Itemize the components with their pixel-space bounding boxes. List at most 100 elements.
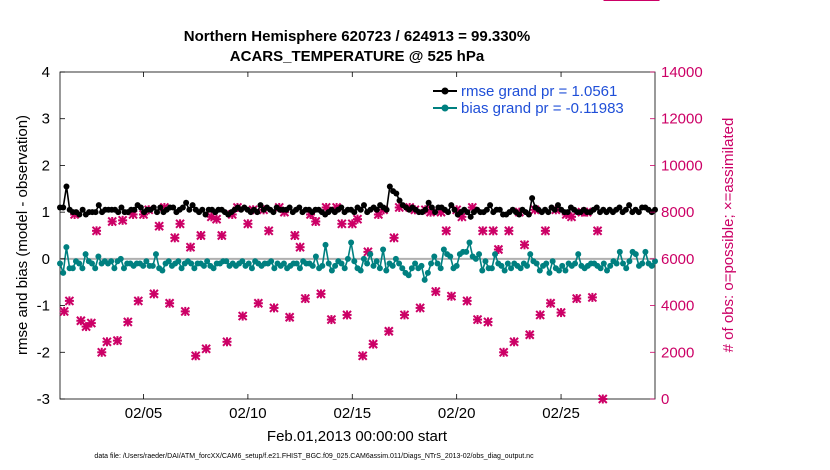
rmse-point [351,209,358,216]
bias-point [476,251,483,258]
obs-count-point [64,296,75,306]
obs-count-point [102,337,112,347]
bias-point [648,262,655,269]
obs-count-point [237,311,248,321]
y-tick-label: -3 [37,391,50,408]
obs-count-point [211,214,222,224]
bias-point [517,265,524,272]
rmse-point [451,206,458,213]
obs-count-point [180,306,190,317]
y-tick-label: 1 [42,204,50,221]
bias-point [639,260,646,267]
bias-point [210,265,217,272]
obs-count-point [97,347,107,357]
bias-point [600,260,607,267]
bias-point [463,248,470,255]
rmse-point [525,211,532,218]
obs-count-point [217,230,227,241]
bias-point [504,260,511,267]
bias-point [325,260,332,267]
obs-count-point [347,219,357,229]
obs-count-point [509,337,519,347]
rmse-point [425,199,432,206]
bias-point [191,265,198,272]
bias-point [328,267,335,274]
rmse-point [154,209,161,216]
bias-point [120,265,127,272]
axis-ticks: -3 -2 -1 0 1 2 3 4 0 2000 4000 6000 8000 10000 12000 14… [37,64,703,422]
bias-point [149,262,156,269]
bias-point [498,262,505,269]
rmse-point [432,209,439,216]
obs-count-point [462,296,472,306]
obs-count-point [91,226,102,236]
legend-bias-marker [441,104,449,112]
y-tick-label: -1 [37,298,50,315]
rmse-point [170,204,177,211]
y-tick-label: 4 [42,64,50,81]
rmse-point [360,202,367,209]
y2-axis-label: # of obs: o=possible; ×=assimilated [720,118,737,353]
rmse-point [118,204,125,211]
y2-tick-label: 14000 [661,64,703,81]
bias-point [572,260,579,267]
bias-point [543,260,550,267]
y2-tick-label: 10000 [661,157,703,174]
bias-point [63,244,70,251]
bias-point [338,260,345,267]
bias-point [527,251,534,258]
obs-count-point [504,226,514,236]
bias-point [536,267,543,274]
bias-point [405,272,412,279]
y2-tick-label: 4000 [661,298,694,315]
bias-point [239,258,246,265]
rmse-point [616,204,623,211]
y2-tick-label: 2000 [661,344,694,361]
plot-area [59,71,656,400]
legend-rmse-label: rmse grand pr = 1.0561 [461,83,617,100]
rmse-point [487,202,494,209]
rmse-point [286,204,293,211]
obs-count-point [311,216,321,227]
rmse-point [652,206,658,213]
bias-point [408,265,415,272]
obs-count-point [154,221,164,231]
obs-count-point [525,330,535,340]
bias-point [165,258,172,265]
bias-point [556,267,563,274]
bias-point [437,265,444,272]
obs-count-point [117,215,128,226]
y-tick-label: -2 [37,344,50,361]
rmse-point [60,204,67,211]
obs-count-point [540,226,551,236]
bias-point [69,265,76,272]
bias-point [248,265,255,272]
obs-count-point [269,303,279,313]
obs-count-point [472,314,483,325]
rmse-point [564,209,571,216]
bias-point [389,262,396,269]
rmse-point [202,211,209,218]
bias-point [380,246,387,253]
bias-point [488,265,495,272]
obs-count-point [264,226,274,236]
x-tick-label: 02/10 [229,405,267,422]
obs-count-point [222,337,232,347]
obs-count-point [190,351,201,361]
legend-rmse-marker [441,87,449,95]
bias-point [620,260,627,267]
bias-point [479,267,486,274]
rmse-point [189,202,196,209]
rmse-point [150,204,157,211]
obs-count-point [478,226,488,236]
obs-count-point [170,233,180,243]
bias-point [309,262,316,269]
bias-point [440,246,447,253]
bias-point [271,265,278,272]
rmse-point [467,213,474,220]
rmse-point [545,209,552,216]
obs-count-point [253,298,264,308]
obs-count-point [107,216,117,227]
bias-point [616,248,623,255]
